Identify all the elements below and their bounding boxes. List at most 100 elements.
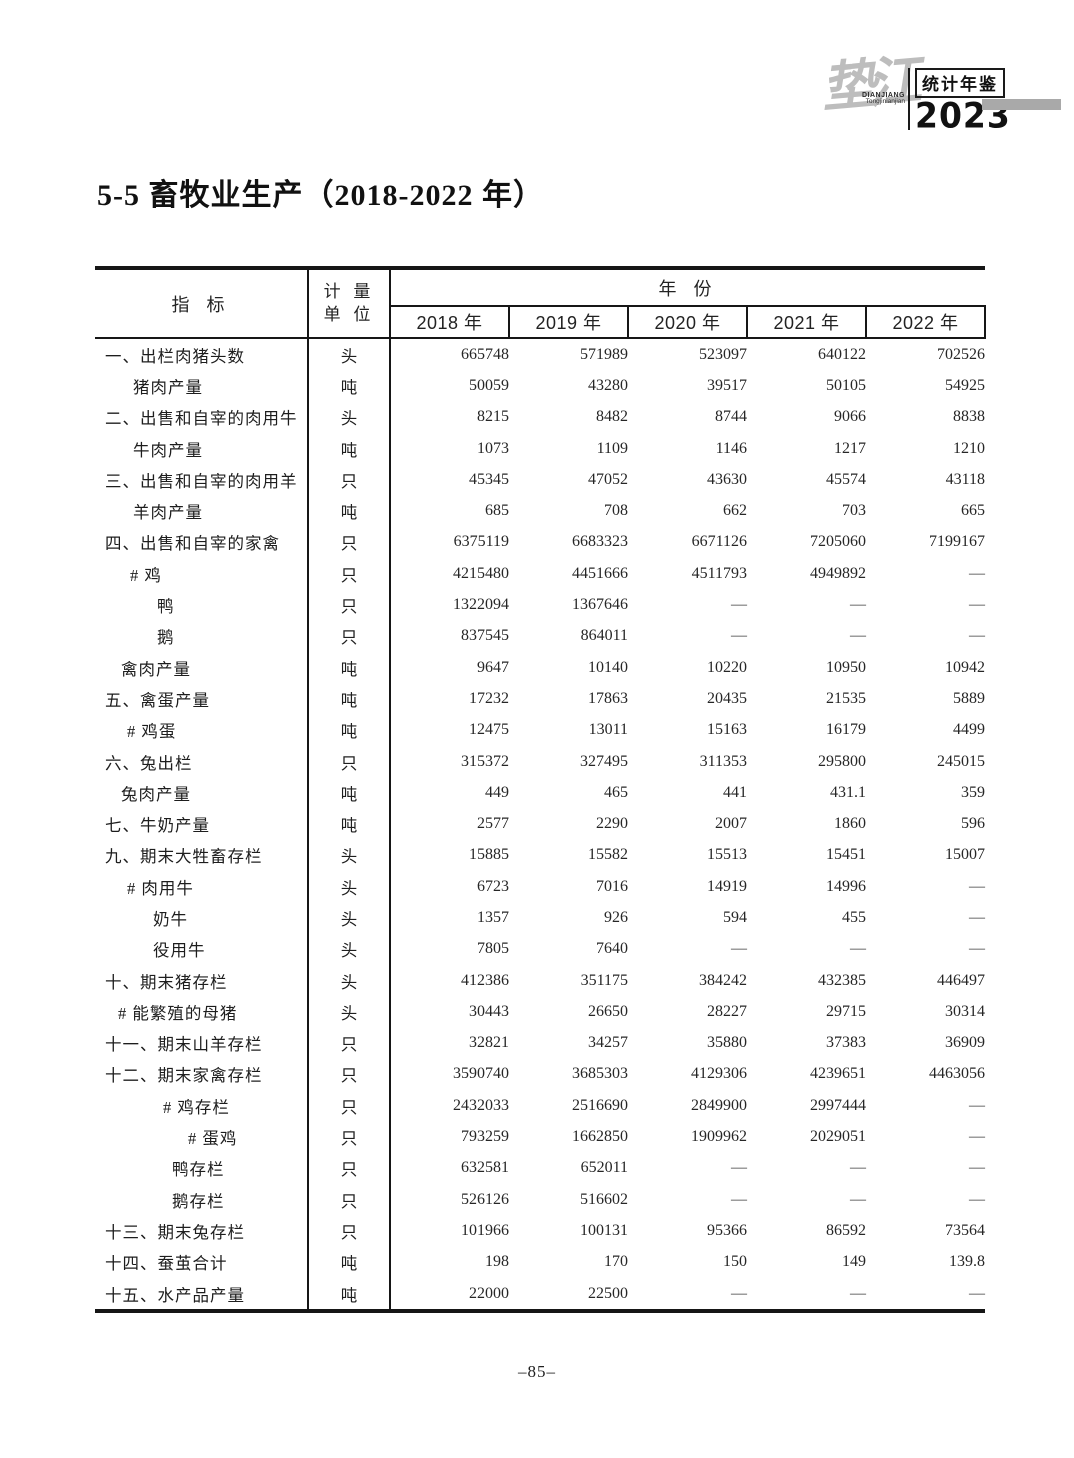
year-column-header: 2019 年	[508, 306, 628, 339]
year-value: 50105	[826, 376, 866, 394]
year-value: 34257	[588, 1034, 628, 1052]
year-value: 32821	[469, 1034, 509, 1052]
year-value: 43630	[707, 470, 747, 488]
empty-value: —	[850, 596, 866, 614]
year-value: 1909962	[691, 1128, 747, 1146]
romanized-brand: DIANJIANG Tongjinianjian	[843, 92, 905, 106]
table-row: 兔肉产量吨 449 465 441 431.1 359	[95, 777, 986, 809]
year-value: 1367646	[572, 596, 628, 614]
empty-value: —	[731, 1284, 747, 1302]
row-unit: 吨	[308, 1246, 391, 1278]
year-value: 665748	[461, 345, 509, 363]
row-unit: 只	[308, 464, 391, 496]
year-value: 12475	[469, 721, 509, 739]
romanized-line1: DIANJIANG	[861, 92, 905, 99]
year-value: 465	[604, 783, 628, 801]
row-indicator-label: # 肉用牛	[95, 871, 309, 903]
table-row: 十三、期末兔存栏只 101966 100131 95366 86592 73564	[95, 1215, 986, 1247]
empty-value: —	[969, 908, 986, 926]
table-row: 鸭存栏只 632581 652011 — — —	[95, 1152, 985, 1185]
row-unit: 头	[308, 964, 391, 997]
year-value: 632581	[461, 1159, 509, 1177]
year-value: 665	[961, 502, 986, 520]
empty-value: —	[969, 1284, 986, 1302]
year-value: 15582	[588, 846, 628, 864]
row-unit: 只	[308, 1215, 391, 1247]
year-value: 703	[842, 502, 866, 520]
year-value: 10942	[945, 658, 986, 676]
empty-value: —	[969, 940, 986, 958]
row-indicator-label: 鹅	[95, 620, 309, 652]
statistics-table: 指 标 计 量 单 位 年 份 2018 年 2019 年 2020 年 2021 年…	[95, 266, 987, 1314]
row-indicator-label: 六、兔出栏	[95, 745, 309, 778]
row-indicator-label: 兔肉产量	[95, 777, 309, 809]
empty-value: —	[731, 1190, 747, 1208]
year-group-header: 年 份	[390, 268, 986, 307]
row-indicator-label: 十二、期末家禽存栏	[95, 1058, 309, 1091]
year-value: 2007	[715, 815, 747, 833]
year-value: 864011	[580, 627, 628, 645]
row-indicator-label: 猪肉产量	[95, 370, 309, 402]
empty-value: —	[731, 1159, 747, 1177]
year-value: 45345	[469, 470, 509, 488]
empty-value: —	[850, 1190, 866, 1208]
year-value: 36909	[945, 1034, 986, 1052]
year-value: 14996	[826, 877, 866, 895]
row-indicator-label: 七、牛奶产量	[95, 808, 309, 840]
year-value: 28227	[707, 1002, 747, 1020]
row-unit: 只	[308, 1121, 391, 1153]
year-value: 9066	[834, 408, 866, 426]
empty-value: —	[969, 564, 986, 582]
year-value: 245015	[937, 752, 986, 770]
row-unit: 头	[308, 401, 391, 433]
year-column-header: 2022 年	[864, 306, 987, 339]
row-unit: 头	[308, 338, 391, 371]
table-row: 鸭只 1322094 1367646 — — —	[95, 589, 986, 621]
table-row: 七、牛奶产量吨 2577 2290 2007 1860 596	[95, 808, 985, 840]
year-value: 412386	[461, 971, 509, 989]
table-row: 五、禽蛋产量吨 17232 17863 20435 21535 5889	[95, 683, 985, 715]
unit-header-line1: 计 量	[323, 281, 375, 301]
row-unit: 只	[308, 1058, 391, 1091]
year-value: 702526	[937, 345, 986, 363]
year-value: 15513	[707, 846, 747, 864]
year-column-header: 2020 年	[627, 306, 747, 339]
row-unit: 头	[308, 871, 391, 903]
year-value: 7199167	[929, 533, 986, 551]
year-value: 7205060	[810, 533, 866, 551]
empty-value: —	[850, 627, 866, 645]
table-row: 牛肉产量吨 1073 1109 1146 1217 1210	[95, 432, 985, 465]
row-indicator-label: 牛肉产量	[95, 432, 309, 465]
table-row: 猪肉产量吨 50059 43280 39517 50105 54925	[95, 370, 985, 402]
year-value: 7805	[477, 940, 509, 958]
row-unit: 吨	[308, 683, 391, 715]
year-value: 837545	[461, 627, 509, 645]
year-value: 35880	[707, 1034, 747, 1052]
row-indicator-label: 鸭存栏	[95, 1152, 309, 1185]
year-value: 455	[842, 908, 866, 926]
year-value: 20435	[707, 689, 747, 707]
year-value: 449	[485, 783, 509, 801]
year-column-header: 2018 年	[389, 306, 509, 339]
year-value: 1662850	[572, 1128, 628, 1146]
year-value: 17863	[588, 689, 628, 707]
year-value: 315372	[461, 752, 509, 770]
year-value: 384242	[699, 971, 747, 989]
year-value: 73564	[945, 1221, 986, 1239]
year-value: 359	[961, 783, 986, 801]
year-value: 4499	[953, 721, 986, 739]
year-value: 37383	[826, 1034, 866, 1052]
year-value: 4463056	[929, 1065, 986, 1083]
empty-value: —	[969, 596, 986, 614]
table-row: 禽肉产量吨 9647 10140 10220 10950 10942	[95, 651, 986, 684]
year-value: 652011	[580, 1159, 628, 1177]
table-row: 十五、水产品产量吨 22000 22500 — — —	[95, 1277, 986, 1312]
row-unit: 头	[308, 996, 391, 1028]
row-unit: 吨	[308, 651, 391, 684]
year-value: 150	[723, 1253, 747, 1271]
year-value: 4451666	[572, 564, 628, 582]
year-value: 2516690	[572, 1096, 628, 1114]
year-value: 523097	[699, 345, 747, 363]
row-indicator-label: # 蛋鸡	[95, 1121, 309, 1153]
